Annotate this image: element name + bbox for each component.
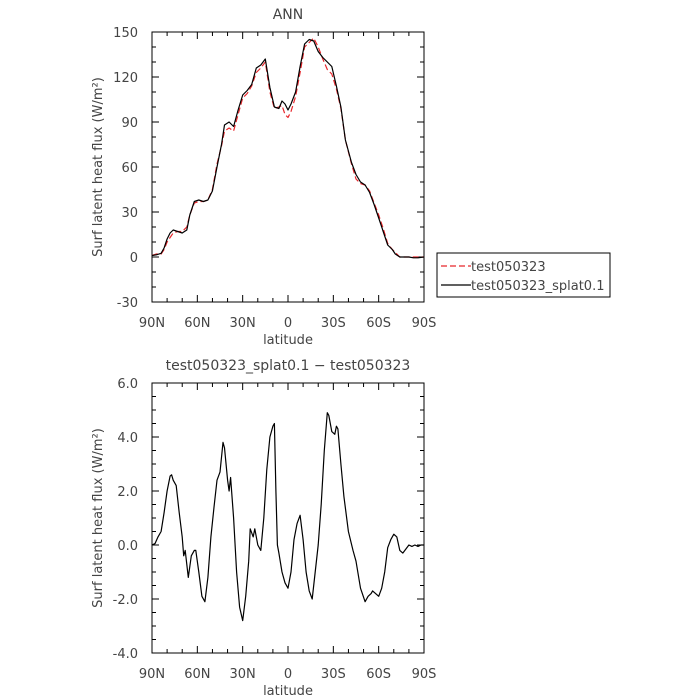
legend: test050323 test050323_splat0.1 [436,252,611,298]
y-tick-label: 90 [121,116,138,131]
x-tick-label: 30N [230,667,256,682]
x-tick-label: 60S [366,667,391,682]
chart-title: ANN [273,7,304,23]
y-tick-label: 4.0 [117,431,138,446]
x-tick-label: 30S [321,667,346,682]
y-axis-label: Surf latent heat flux (W/m²) [91,428,106,608]
plot-frame [151,31,425,303]
legend-box [436,252,611,298]
y-axis-label: Surf latent heat flux (W/m²) [91,77,106,257]
x-tick-label: 90S [412,316,437,331]
x-tick-label: 60N [184,667,210,682]
x-tick-label: 90N [139,316,165,331]
plot-frame [151,382,425,654]
y-tick-label: 2.0 [117,485,138,500]
y-tick-label: -2.0 [113,593,138,608]
x-tick-label: 0 [284,667,292,682]
y-tick-label: 120 [113,71,138,86]
y-tick-label: -4.0 [113,647,138,662]
series-line-0-1 [151,38,425,259]
x-axis-label: latitude [263,684,313,699]
x-axis-label: latitude [263,333,313,348]
y-tick-label: 150 [113,26,138,41]
top-chart: ANN 90N 60N 30N 0 30S 60S 90S -30 0 30 60 90 120 150 la… [91,7,436,348]
y-tick-label: 30 [121,206,138,221]
legend-entry-1: test050323_splat0.1 [471,279,604,294]
legend-entry-0: test050323 [471,260,546,275]
series-line-0-0 [151,37,424,258]
series-line-1-0 [151,412,424,622]
x-tick-label: 90N [139,667,165,682]
chart-title: test050323_splat0.1 − test050323 [166,358,411,374]
x-tick-label: 0 [284,316,292,331]
y-tick-label: 6.0 [117,377,138,392]
x-tick-label: 60S [366,316,391,331]
y-tick-label: 60 [121,161,138,176]
y-tick-label: 0.0 [117,539,138,554]
x-tick-label: 60N [184,316,210,331]
x-tick-label: 30S [321,316,346,331]
x-tick-label: 90S [412,667,437,682]
y-tick-label: 0 [130,251,138,266]
y-tick-label: -30 [117,296,138,311]
x-tick-label: 30N [230,316,256,331]
bottom-chart: test050323_splat0.1 − test050323 90N 60N 30… [91,358,436,699]
